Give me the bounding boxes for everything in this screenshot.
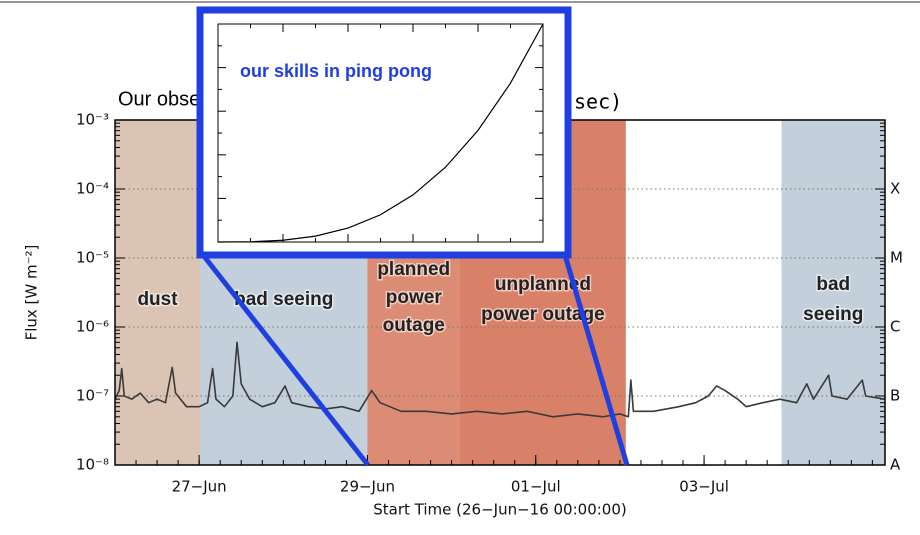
region-label: power (386, 287, 443, 308)
region-label: bad seeing (234, 289, 333, 310)
inset-curve (217, 23, 544, 243)
x-tick-label: 27−Jun (172, 478, 227, 496)
inset-box (196, 6, 572, 259)
y-tick-label: 10⁻⁸ (76, 456, 109, 474)
chart-title: sec) (574, 90, 622, 114)
y-tick-label: 10⁻³ (76, 111, 109, 129)
region-label: dust (137, 289, 178, 310)
x-tick-label: 03−Jul (679, 478, 729, 496)
x-axis-label: Start Time (26−Jun−16 00:00:00) (373, 501, 626, 519)
zoom-connector (562, 254, 630, 466)
y-tick-label: 10⁻⁶ (76, 318, 109, 336)
region-label: unplanned (495, 274, 591, 295)
region-label: seeing (803, 304, 863, 325)
x-tick-label: 29−Jun (340, 478, 395, 496)
y2-tick-label: B (890, 387, 900, 405)
y-axis-label: Flux [W m⁻²] (23, 245, 41, 341)
y-tick-label: 10⁻⁵ (76, 249, 109, 267)
x-tick-label: 01−Jul (511, 478, 561, 496)
y2-tick-label: X (890, 180, 900, 198)
zoom-connector (201, 253, 370, 467)
region-label: bad (816, 274, 850, 295)
region-label: planned (377, 259, 450, 280)
y2-tick-label: C (890, 318, 900, 336)
y2-tick-label: M (890, 249, 903, 267)
flux-line (114, 341, 886, 418)
y-tick-label: 10⁻⁴ (76, 180, 109, 198)
y2-tick-label: A (890, 456, 901, 474)
inset-title: our skills in ping pong (240, 61, 432, 81)
y-tick-label: 10⁻⁷ (76, 387, 109, 405)
region (781, 120, 885, 465)
region (115, 120, 200, 465)
region-label: outage (383, 315, 445, 336)
